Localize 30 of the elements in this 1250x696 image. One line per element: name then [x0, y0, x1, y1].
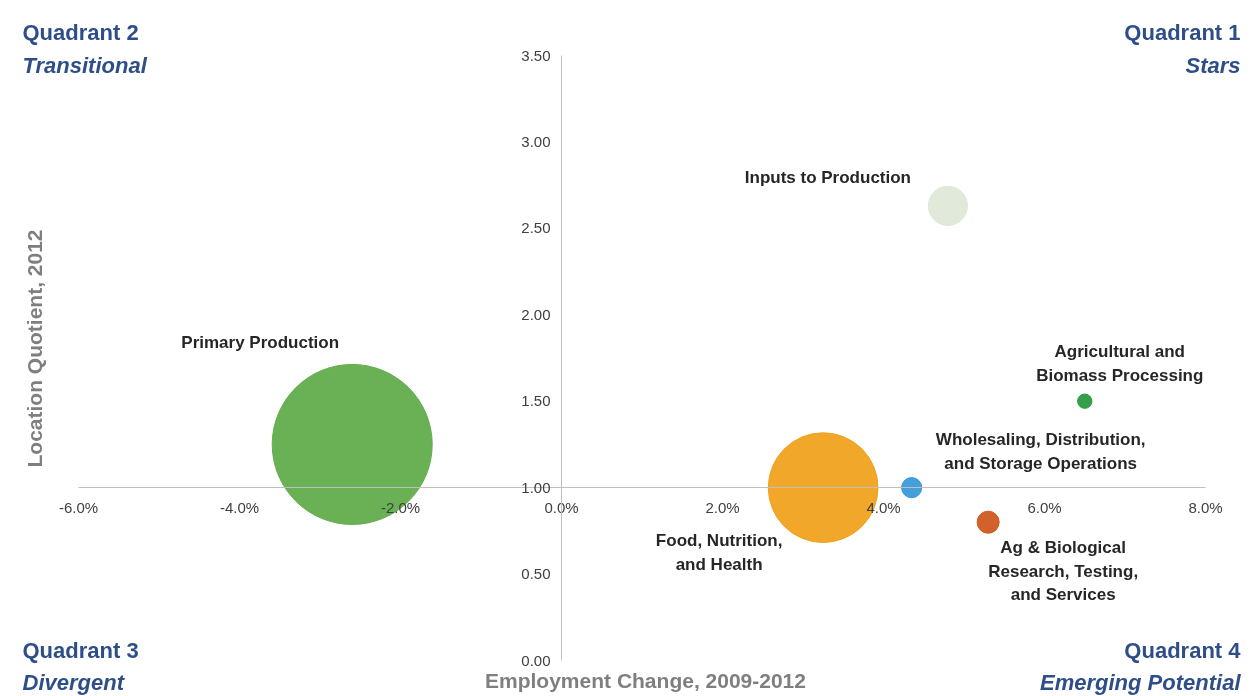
annotation: Quadrant 4 [1124, 638, 1242, 663]
y-tick-label: 2.00 [521, 305, 551, 323]
x-tick-label: 2.0% [705, 498, 740, 516]
y-tick-label: 1.50 [521, 392, 551, 410]
series-label: Primary Production [181, 332, 340, 352]
series-label: Ag & Biological Research, Testing, and Services [988, 537, 1139, 605]
text: Quadrant 1 [1124, 20, 1241, 45]
y-tick-label: 0.50 [521, 565, 551, 583]
y-tick-label: 3.50 [521, 46, 551, 64]
x-tick-label: 0.0% [544, 498, 579, 516]
annotation: Transitional [22, 53, 148, 78]
x-tick-label: -6.0% [58, 498, 99, 516]
x-tick-label: 6.0% [1027, 498, 1062, 516]
y-axis-title: Location Quotient, 2012 [23, 229, 46, 468]
y-tick-label: 0.00 [521, 651, 551, 669]
x-tick-label: 8.0% [1188, 498, 1223, 516]
x-tick-label: -4.0% [219, 498, 260, 516]
series-label: Inputs to Production [744, 168, 911, 188]
x-axis-title: Employment Change, 2009-2012 [485, 669, 806, 692]
y-tick-label: 1.00 [521, 478, 551, 496]
text: Divergent [22, 670, 126, 695]
text: Quadrant 2 [22, 20, 139, 45]
annotation: Quadrant 3 [22, 638, 139, 663]
series-label: Wholesaling, Distribution, and Storage Operations [935, 430, 1146, 474]
y-tick-label: 3.00 [521, 132, 551, 150]
y-tick-label: 2.50 [521, 219, 551, 237]
text: Emerging Potential [1040, 670, 1242, 695]
annotation: Stars [1185, 53, 1241, 78]
series-label: Food, Nutrition, and Health [655, 531, 783, 575]
text: Agricultural and Biomass Processing [1036, 341, 1204, 385]
